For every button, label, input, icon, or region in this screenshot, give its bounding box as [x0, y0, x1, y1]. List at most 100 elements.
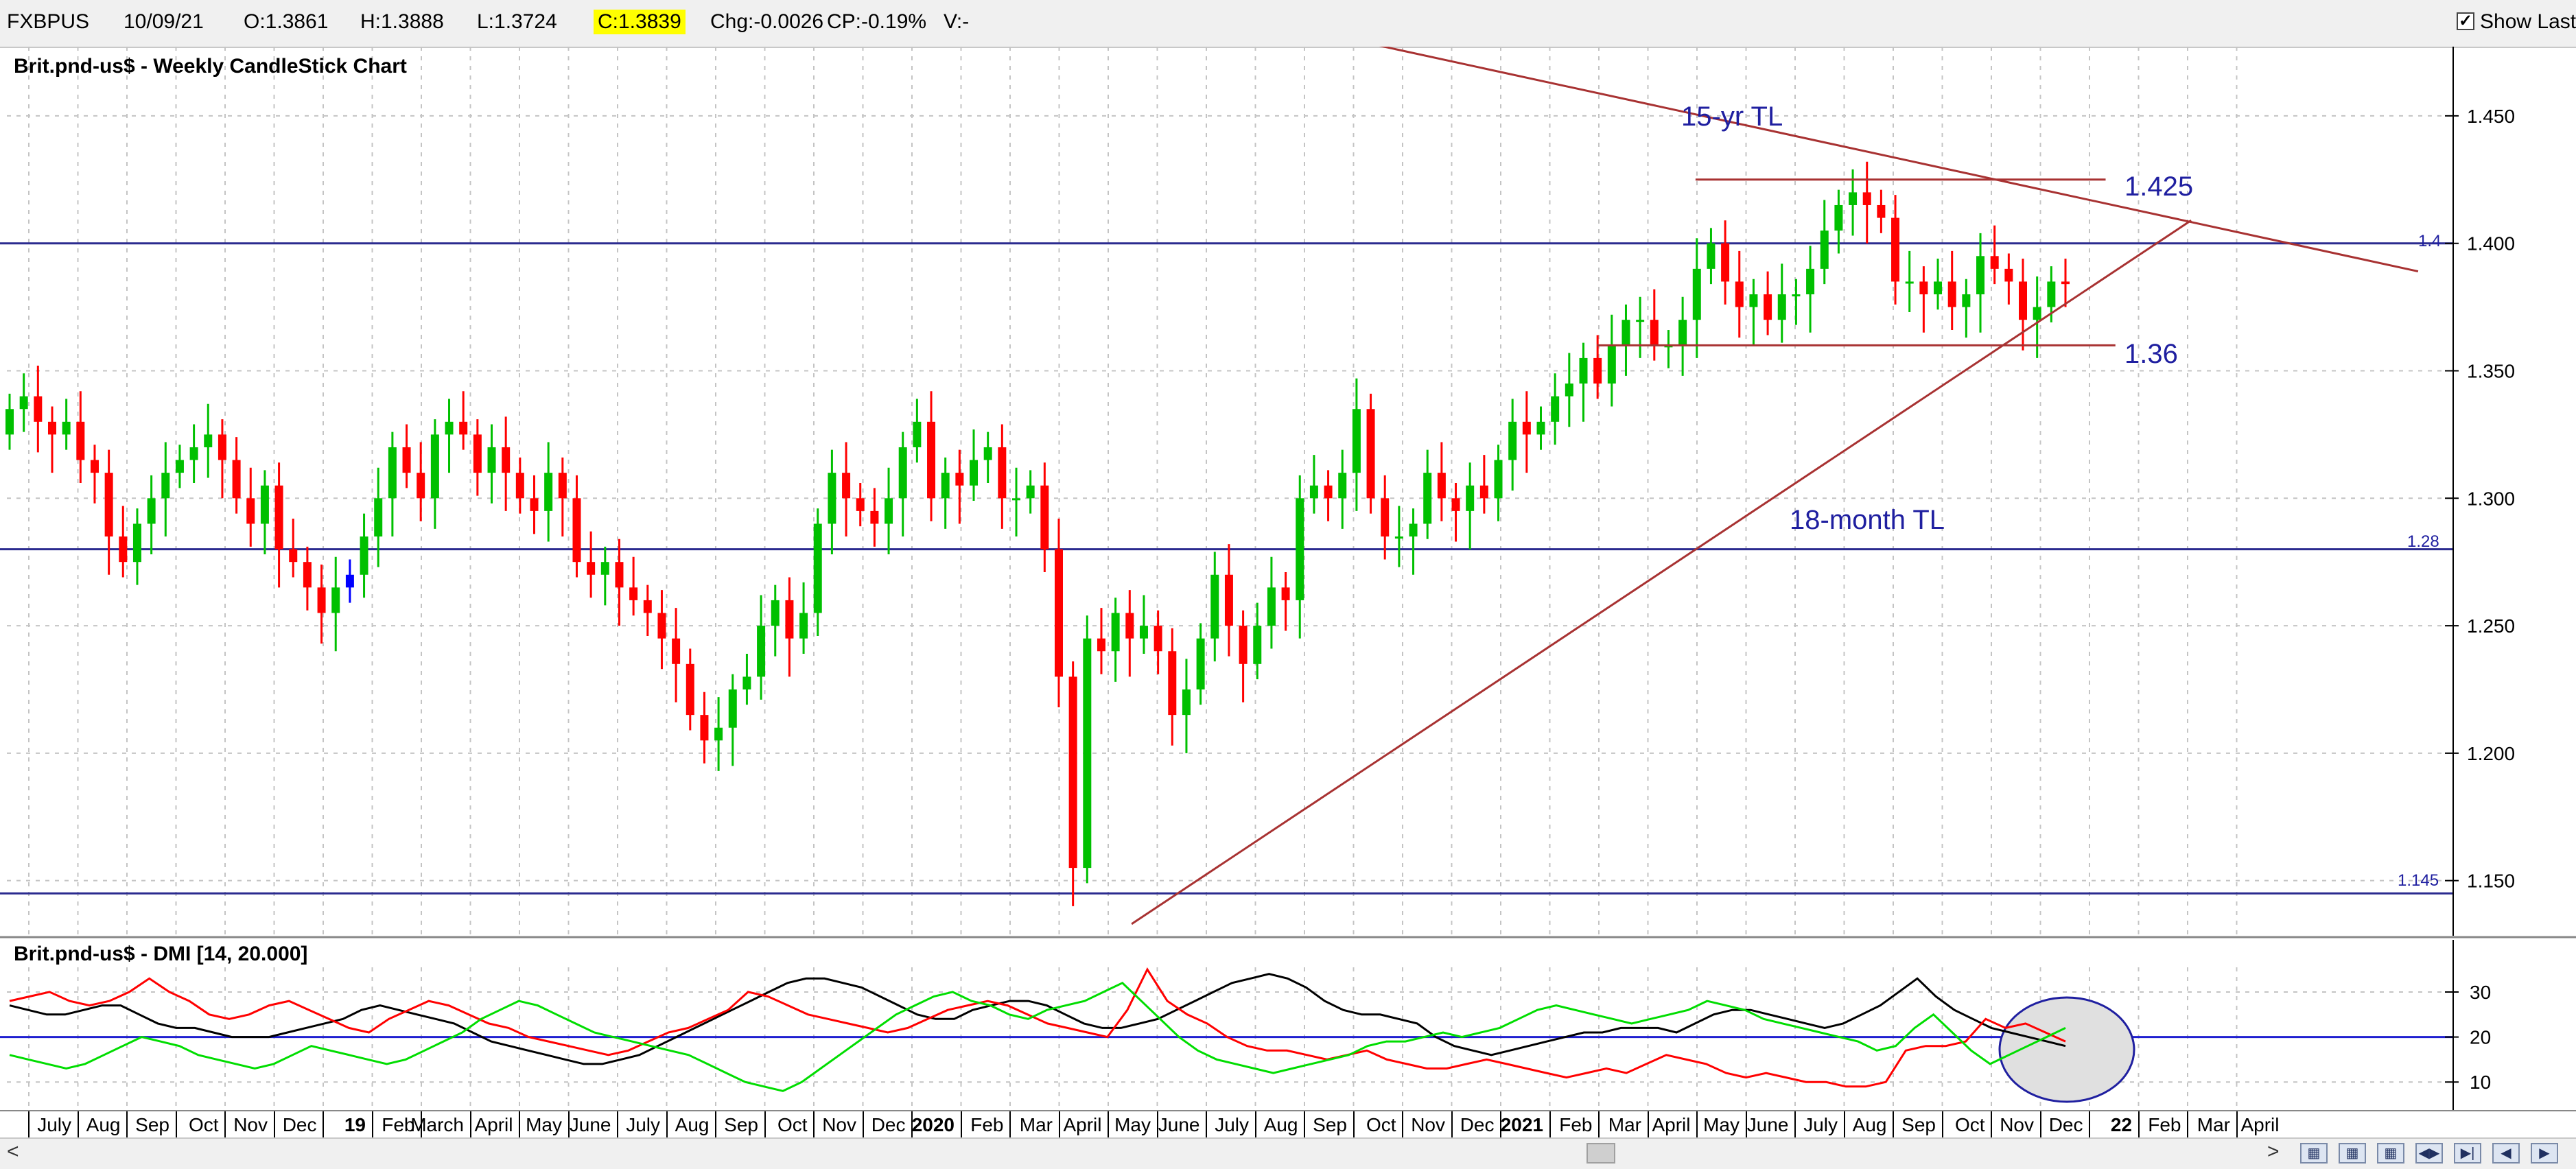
time-tick [1009, 1111, 1011, 1139]
candle-body [161, 473, 170, 499]
candle-body [1565, 383, 1573, 397]
time-tick-label: May [1114, 1114, 1151, 1135]
chart-icon-3[interactable]: ▦ [2377, 1143, 2404, 1164]
time-tick-label: 22 [2110, 1114, 2132, 1135]
candle-body [1466, 485, 1475, 511]
price-axis: 1.150 1.200 1.250 1.300 1.350 1.400 1.450 [2445, 47, 2515, 936]
time-tick [1941, 1111, 1943, 1139]
candle-body [204, 434, 213, 447]
candle-body [502, 447, 511, 473]
time-tick [1500, 1111, 1501, 1139]
horizontal-scrollbar[interactable] [0, 1137, 2576, 1169]
time-tick [1549, 1111, 1551, 1139]
candle-body [885, 498, 893, 524]
time-tick [2039, 1111, 2041, 1139]
candle-body [1154, 626, 1162, 652]
time-tick-label: Dec [282, 1114, 317, 1135]
dmi-chart[interactable]: 10 20 30 [0, 940, 2576, 1110]
level-label-1145: 1.145 [2398, 871, 2439, 890]
level-label-14: 1.4 [2418, 232, 2442, 250]
time-tick [1893, 1111, 1894, 1139]
candle-body [132, 523, 141, 563]
candle-body [587, 562, 596, 575]
candle-body [119, 536, 128, 563]
nav-left-icon[interactable]: ◀ [2492, 1143, 2520, 1164]
candle-body [955, 473, 964, 486]
time-tick-label: 2020 [911, 1114, 955, 1135]
price-tick-label: 1.150 [2467, 871, 2515, 892]
price-tick-label: 1.250 [2467, 615, 2515, 637]
dmi-tick-label: 30 [2470, 982, 2491, 1003]
time-tick [1647, 1111, 1649, 1139]
candle-body [1196, 638, 1205, 689]
candle-body [530, 498, 539, 511]
candle-body [1947, 281, 1956, 307]
time-tick-label: Oct [777, 1114, 808, 1135]
candle-body [246, 498, 255, 524]
scroll-left-arrow[interactable]: < [7, 1140, 19, 1163]
candle-body [1026, 485, 1035, 499]
nav-right-icon[interactable]: ▶ [2531, 1143, 2558, 1164]
candle-body [232, 460, 241, 499]
candle-body [1579, 357, 1588, 384]
candle-body [34, 396, 43, 422]
time-axis: July Aug Sep Oct Nov Dec 19 Feb March April May Jun… [0, 1110, 2576, 1139]
candle-body [175, 460, 184, 473]
candle-body [1849, 192, 1858, 205]
time-tick-label: Nov [2000, 1114, 2034, 1135]
time-tick-label: Aug [1263, 1114, 1298, 1135]
time-tick-label: April [2240, 1114, 2280, 1135]
dmi-axis: 10 20 30 [2445, 940, 2491, 1110]
candle-body [374, 498, 383, 537]
candlestick-chart[interactable]: 1.150 1.200 1.250 1.300 1.350 1.400 1.450 [0, 47, 2576, 938]
time-tick [862, 1111, 864, 1139]
candle-body [417, 473, 425, 499]
price-tick-label: 1.450 [2467, 106, 2515, 127]
candle-body [1097, 638, 1105, 652]
nav-double-left-icon[interactable]: ◀▶ [2415, 1143, 2443, 1164]
change-pct-value: CP:-0.19% [827, 10, 927, 33]
time-tick-label: Feb [382, 1114, 415, 1135]
trendline [1379, 47, 2419, 273]
candle-body [2047, 281, 2056, 307]
scroll-right-arrow[interactable]: > [2267, 1140, 2280, 1163]
close-value: C:1.3839 [594, 10, 686, 34]
scroll-thumb[interactable] [1586, 1143, 1615, 1164]
time-tick [1598, 1111, 1600, 1139]
low-value: L:1.3724 [477, 10, 557, 33]
time-tick [1058, 1111, 1060, 1139]
candle-body [1409, 523, 1418, 537]
candle-body [1820, 231, 1829, 269]
time-tick [371, 1111, 373, 1139]
time-tick [469, 1111, 471, 1139]
time-tick-label: Mar [1608, 1114, 1641, 1135]
candle-body [1494, 460, 1503, 499]
candle-body [1083, 638, 1092, 869]
time-tick [2138, 1111, 2140, 1139]
candle-body [615, 562, 624, 588]
horizontal-levels [0, 242, 2453, 895]
candle-body [1678, 320, 1687, 346]
chart-icon-1[interactable]: ▦ [2300, 1143, 2328, 1164]
time-tick-label: Mar [2197, 1114, 2230, 1135]
candle-body [218, 434, 226, 460]
chart-icon-2[interactable]: ▦ [2339, 1143, 2366, 1164]
candle-body [260, 485, 269, 524]
time-tick-label: April [1652, 1114, 1691, 1135]
candle-body [360, 536, 368, 575]
candle-body [289, 549, 298, 563]
show-last-checkbox[interactable]: ✓ [2457, 12, 2474, 30]
candle-body [1338, 473, 1347, 499]
candle-body [1296, 498, 1304, 600]
candle-body [1508, 421, 1517, 460]
high-value: H:1.3888 [360, 10, 444, 33]
candle-body [1012, 498, 1021, 501]
candle-body [189, 447, 198, 460]
time-tick-label: Oct [188, 1114, 219, 1135]
candle-body [345, 574, 354, 588]
candle-body [47, 421, 56, 435]
nav-right-end-icon[interactable]: ▶| [2454, 1143, 2481, 1164]
candle-body [1239, 626, 1248, 664]
candle-body [1281, 587, 1290, 600]
time-tick [1156, 1111, 1158, 1139]
